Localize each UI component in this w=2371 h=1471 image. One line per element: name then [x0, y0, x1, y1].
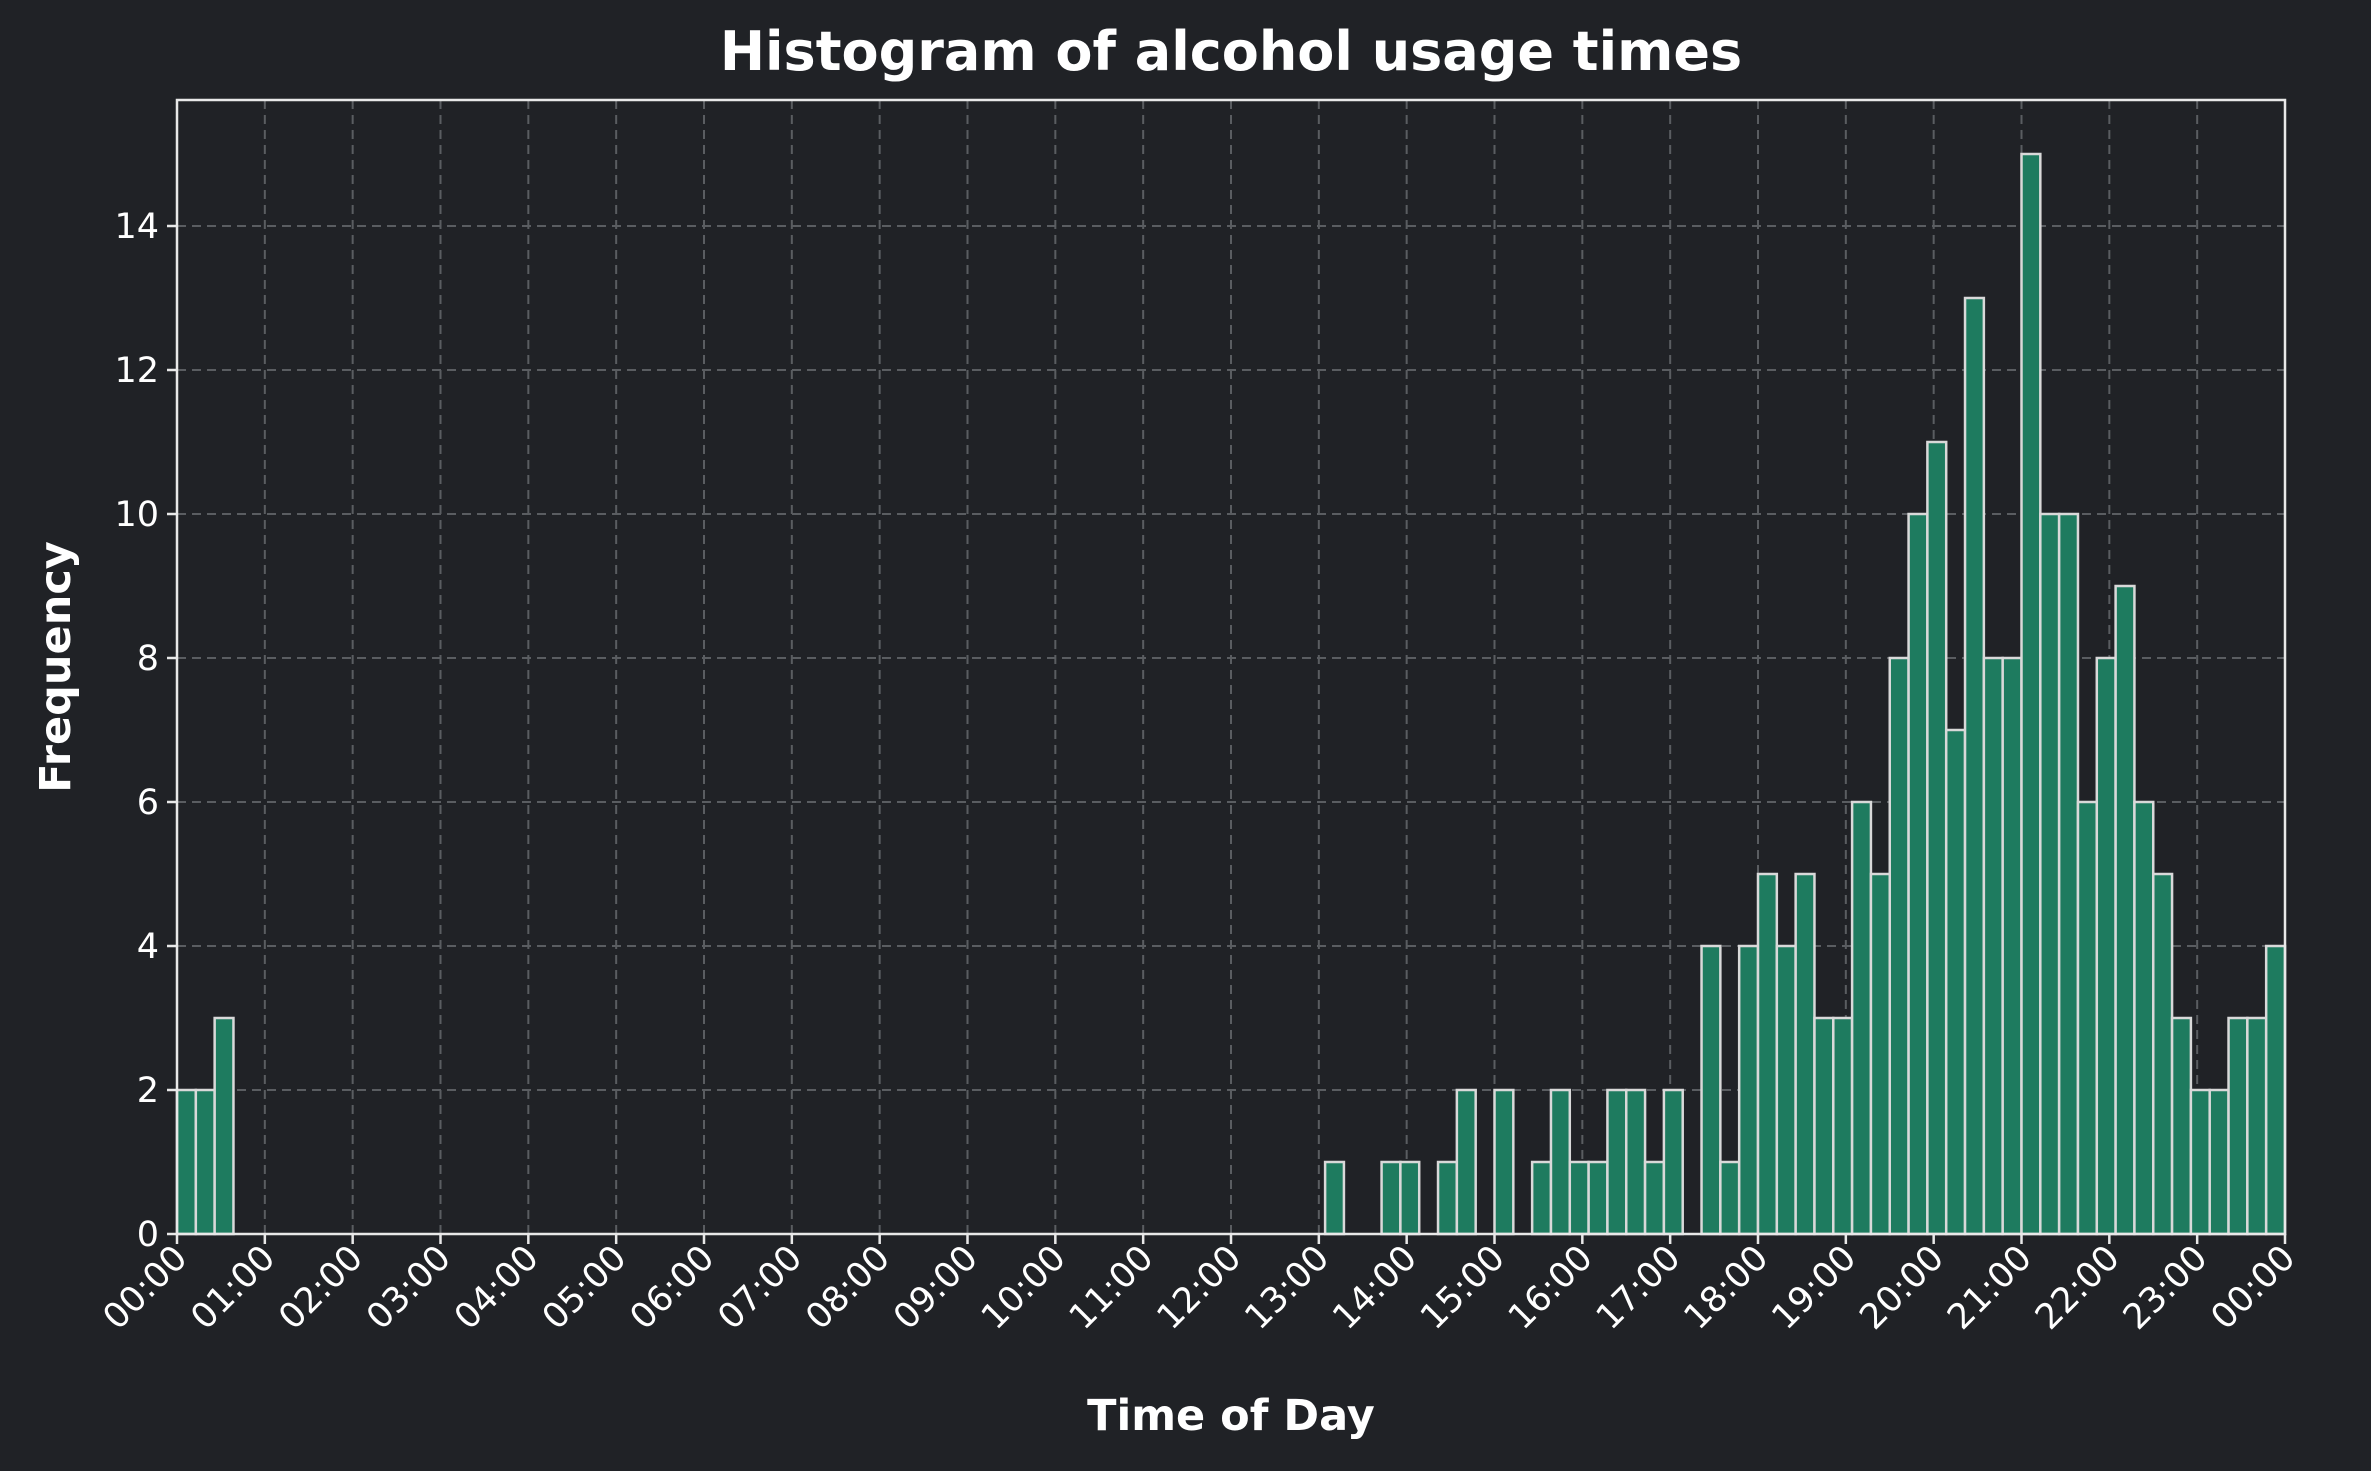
histogram-bar [1549, 1088, 1572, 1236]
histogram-bar [2170, 1016, 2193, 1236]
y-tick-label: 8 [137, 639, 159, 679]
histogram-bar [1944, 728, 1967, 1236]
histogram-bar [1493, 1088, 1515, 1236]
histogram-bar [2076, 800, 2099, 1236]
y-axis-label: Frequency [31, 541, 81, 793]
histogram-bar [1869, 872, 1892, 1236]
histogram-bar [1982, 656, 2004, 1236]
x-tick-label: 14:00 [1325, 1238, 1425, 1338]
histogram-bar [2264, 944, 2287, 1236]
histogram-bar [2133, 800, 2155, 1236]
histogram-bar [1455, 1088, 1477, 1236]
x-tick-label: 20:00 [1852, 1238, 1952, 1338]
y-tick-label: 14 [114, 207, 159, 247]
x-tick-label: 13:00 [1238, 1238, 1338, 1338]
histogram-bar [213, 1016, 235, 1236]
x-tick-label: 19:00 [1765, 1238, 1865, 1338]
x-tick-label: 22:00 [2028, 1238, 2128, 1338]
y-tick-label: 10 [114, 495, 159, 535]
x-tick-label: 15:00 [1413, 1238, 1513, 1338]
histogram-bar [2152, 872, 2174, 1236]
histogram-bar [1756, 872, 1779, 1236]
histogram-bar [1888, 656, 1910, 1236]
histogram-bar [2039, 512, 2061, 1236]
histogram-bar [2057, 512, 2080, 1236]
histogram-bar [194, 1088, 216, 1236]
histogram-bar [1737, 944, 1760, 1236]
histogram-bar [1926, 440, 1948, 1236]
y-tick-label: 12 [114, 351, 159, 391]
x-tick-label: 07:00 [711, 1238, 811, 1338]
x-tick-label: 16:00 [1501, 1238, 1601, 1338]
histogram-bar [1643, 1160, 1666, 1236]
y-tick-label: 0 [137, 1215, 159, 1255]
histogram-bar [1662, 1088, 1684, 1236]
x-tick-label: 01:00 [184, 1238, 284, 1338]
histogram-bar [1907, 512, 1929, 1236]
x-tick-label: 03:00 [359, 1238, 459, 1338]
histogram-bar [1399, 1160, 1421, 1236]
histogram-bar [1775, 944, 1797, 1236]
histogram-bar [175, 1088, 198, 1236]
x-tick-label: 00:00 [2204, 1238, 2304, 1338]
x-tick-label: 09:00 [886, 1238, 986, 1338]
histogram-bar [2001, 656, 2023, 1236]
histogram-bar [1832, 1016, 1854, 1236]
x-tick-label: 04:00 [447, 1238, 547, 1338]
x-tick-label: 06:00 [623, 1238, 723, 1338]
x-tick-label: 21:00 [1940, 1238, 2040, 1338]
histogram-bar [2227, 1016, 2249, 1236]
histogram-bars [175, 152, 2287, 1236]
histogram-bar [1380, 1160, 1402, 1236]
histogram-bar [1963, 296, 1986, 1236]
x-tick-label: 18:00 [1677, 1238, 1777, 1338]
y-tick-label: 2 [137, 1071, 159, 1111]
histogram-bar [1625, 1088, 1647, 1236]
histogram-bar [1813, 1016, 1835, 1236]
histogram-bar [2114, 584, 2136, 1236]
histogram-bar [1436, 1160, 1459, 1236]
histogram-bar [1323, 1160, 1346, 1236]
x-tick-label: 10:00 [974, 1238, 1074, 1338]
histogram-bar [2189, 1088, 2211, 1236]
histogram-bar [1606, 1088, 1628, 1236]
histogram-bar [1850, 800, 1873, 1236]
histogram-bar [1794, 872, 1816, 1236]
y-tick-label: 4 [137, 927, 159, 967]
histogram-bar [1587, 1160, 1609, 1236]
histogram-bar [1530, 1160, 1553, 1236]
histogram-bar [1719, 1160, 1741, 1236]
chart-title: Histogram of alcohol usage times [720, 20, 1742, 83]
x-tick-label: 17:00 [1589, 1238, 1689, 1338]
x-tick-label: 12:00 [1150, 1238, 1250, 1338]
x-tick-label: 08:00 [798, 1238, 898, 1338]
x-tick-label: 05:00 [535, 1238, 635, 1338]
x-tick-label: 23:00 [2116, 1238, 2216, 1338]
x-tick-label: 02:00 [271, 1238, 371, 1338]
histogram-bar [2020, 152, 2042, 1236]
x-axis-label: Time of Day [1087, 1391, 1375, 1441]
x-tick-label: 11:00 [1062, 1238, 1162, 1338]
y-tick-label: 6 [137, 783, 159, 823]
histogram-bar [2208, 1088, 2230, 1236]
histogram-bar [1700, 944, 1722, 1236]
histogram-bar [1568, 1160, 1590, 1236]
histogram-bar [2246, 1016, 2268, 1236]
histogram-bar [2095, 656, 2117, 1236]
